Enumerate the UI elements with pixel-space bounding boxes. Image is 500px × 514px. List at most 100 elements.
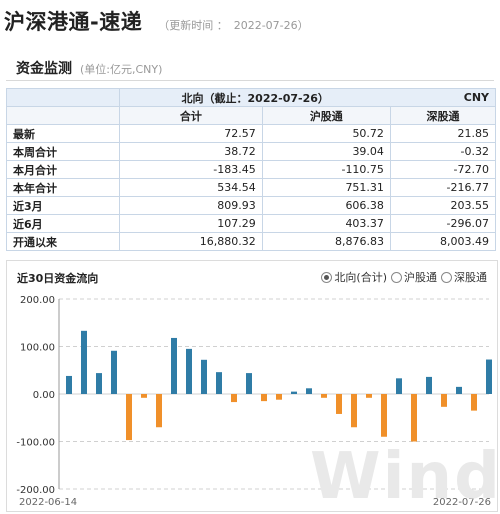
- y-tick-label: 100.00: [20, 343, 55, 354]
- table-row: 近3月 809.93 606.38 203.55: [6, 196, 497, 215]
- cell-sh: -110.75: [261, 160, 391, 179]
- cell-total: 38.72: [119, 142, 263, 161]
- radio-sh-icon[interactable]: [391, 271, 402, 283]
- bar: [321, 394, 327, 398]
- legend-option-sh[interactable]: 沪股通: [391, 269, 437, 285]
- radio-sz-icon[interactable]: [441, 271, 452, 283]
- table-row: 最新 72.57 50.72 21.85: [6, 124, 497, 143]
- bar: [216, 372, 222, 394]
- bar: [306, 388, 312, 394]
- cell-sz: -0.32: [389, 142, 497, 161]
- section-title-text: 资金监测: [16, 61, 72, 77]
- cell-sh: 751.31: [261, 178, 391, 197]
- cell-total: 809.93: [119, 196, 263, 215]
- page-title: 沪深港通-速递: [4, 10, 143, 34]
- table-row: 本周合计 38.72 39.04 -0.32: [6, 142, 497, 161]
- bar: [261, 394, 267, 402]
- bar-chart: 200.00 100.00 0.00 -100.00 -200.002022-06-14…: [16, 295, 492, 508]
- bar: [291, 391, 297, 394]
- chart-title: 近30日资金流向: [17, 272, 99, 285]
- section-title: 资金监测 (单位:亿元,CNY): [16, 58, 162, 78]
- cell-total: 534.54: [119, 178, 263, 197]
- bar: [351, 394, 357, 428]
- column-header-total: 合计: [119, 106, 263, 125]
- flow-chart-panel: 近30日资金流向 北向(合计) 沪股通 深股通 200.00 100.00 0.00…: [6, 260, 498, 512]
- cell-total: -183.45: [119, 160, 263, 179]
- bar: [126, 394, 132, 441]
- cell-sz: -216.77: [389, 178, 497, 197]
- legend-label-northbound: 北向(合计): [334, 271, 387, 284]
- cell-sz: 8,003.49: [389, 232, 497, 251]
- cell-sh: 50.72: [261, 124, 391, 143]
- bar: [441, 394, 447, 407]
- bar: [456, 386, 462, 394]
- bar: [246, 373, 252, 394]
- cell-sz: -296.07: [389, 214, 497, 233]
- bar: [81, 330, 87, 394]
- column-header-empty: [6, 106, 120, 125]
- section-unit: (单位:亿元,CNY): [80, 63, 163, 76]
- bar: [111, 350, 117, 394]
- cell-sz: 203.55: [389, 196, 497, 215]
- cell-total: 16,880.32: [119, 232, 263, 251]
- bar: [171, 337, 177, 394]
- radio-northbound-icon[interactable]: [321, 271, 333, 283]
- row-label: 本月合计: [6, 160, 120, 179]
- y-tick-label: 200.00: [20, 295, 55, 306]
- bar: [96, 373, 102, 394]
- cell-total: 107.29: [119, 214, 263, 233]
- section-divider: [6, 80, 494, 81]
- bar: [471, 394, 477, 411]
- update-close: ）: [297, 19, 309, 32]
- table-row: 本年合计 534.54 751.31 -216.77: [6, 178, 497, 197]
- bar: [186, 348, 192, 394]
- bar: [411, 394, 417, 442]
- y-tick-label: 0.00: [33, 390, 55, 401]
- table-direction-row: 北向（截止：2022-07-26） CNY: [6, 88, 497, 107]
- currency-label: CNY: [390, 88, 497, 107]
- column-header-sh: 沪股通: [261, 106, 391, 125]
- bar: [156, 394, 162, 428]
- row-label: 开通以来: [6, 232, 120, 251]
- cell-sh: 403.37: [261, 214, 391, 233]
- y-tick-label: -200.00: [16, 485, 55, 496]
- cell-sz: 21.85: [389, 124, 497, 143]
- row-label: 最新: [6, 124, 120, 143]
- bar: [231, 394, 237, 403]
- table-row: 开通以来 16,880.32 8,876.83 8,003.49: [6, 232, 497, 251]
- table-row: 近6月 107.29 403.37 -296.07: [6, 214, 497, 233]
- x-tick-label: 2022-06-14: [19, 497, 77, 508]
- bar: [276, 394, 282, 400]
- bar: [396, 378, 402, 394]
- cell-sh: 606.38: [261, 196, 391, 215]
- legend-label-sz: 深股通: [454, 271, 487, 284]
- direction-title: 北向（截止：2022-07-26）: [119, 88, 391, 107]
- bar: [336, 394, 342, 414]
- table-corner: [6, 88, 120, 107]
- chart-legend: 北向(合计) 沪股通 深股通: [317, 269, 487, 285]
- bar: [66, 375, 72, 394]
- bar: [381, 394, 387, 437]
- cell-total: 72.57: [119, 124, 263, 143]
- legend-option-northbound[interactable]: 北向(合计): [321, 269, 387, 285]
- row-label: 近3月: [6, 196, 120, 215]
- table-row: 本月合计 -183.45 -110.75 -72.70: [6, 160, 497, 179]
- row-label: 本年合计: [6, 178, 120, 197]
- y-tick-label: -100.00: [16, 438, 55, 449]
- x-tick-label: 2022-07-26: [433, 497, 491, 508]
- row-label: 本周合计: [6, 142, 120, 161]
- bar: [426, 376, 432, 394]
- capital-flow-table: 北向（截止：2022-07-26） CNY 合计 沪股通 深股通 最新 72.5…: [6, 88, 497, 251]
- cell-sh: 39.04: [261, 142, 391, 161]
- table-header-row: 合计 沪股通 深股通: [6, 106, 497, 125]
- legend-option-sz[interactable]: 深股通: [441, 269, 487, 285]
- row-label: 近6月: [6, 214, 120, 233]
- column-header-sz: 深股通: [389, 106, 497, 125]
- update-label: （更新时间 ：: [158, 19, 228, 32]
- bar: [141, 394, 147, 398]
- cell-sz: -72.70: [389, 160, 497, 179]
- update-time: （更新时间 ： 2022-07-26）: [158, 17, 308, 33]
- page-header: 沪深港通-速递 （更新时间 ： 2022-07-26）: [4, 6, 309, 36]
- bar: [366, 394, 372, 398]
- legend-label-sh: 沪股通: [404, 271, 437, 284]
